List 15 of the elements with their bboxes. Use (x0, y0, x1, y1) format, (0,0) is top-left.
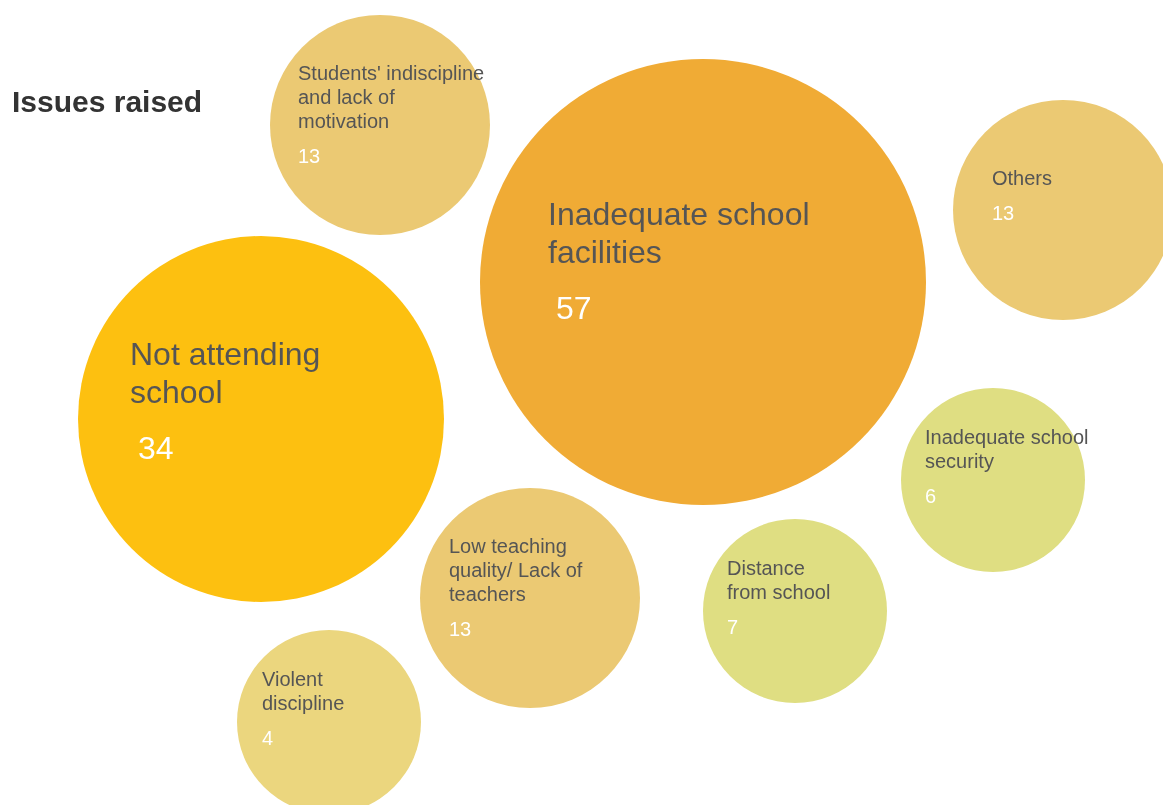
category-label: Violent discipline (262, 668, 345, 714)
data-label: 7 (727, 616, 739, 638)
data-label: 6 (925, 485, 937, 507)
category-label: Distance from school (727, 557, 831, 603)
data-label: 13 (449, 618, 472, 640)
text: Issues raised (12, 85, 203, 118)
category-label: Not attending school (130, 336, 321, 411)
category-label: Others (992, 167, 1053, 189)
category-label: Low teaching quality/ Lack of teachers (449, 535, 583, 605)
data-label: 13 (992, 202, 1015, 224)
category-label: Inadequate school facilities (548, 196, 810, 271)
data-label: 13 (298, 145, 321, 167)
data-label: 57 (556, 290, 592, 327)
data-label: 34 (138, 430, 174, 467)
data-label: 4 (262, 727, 274, 749)
